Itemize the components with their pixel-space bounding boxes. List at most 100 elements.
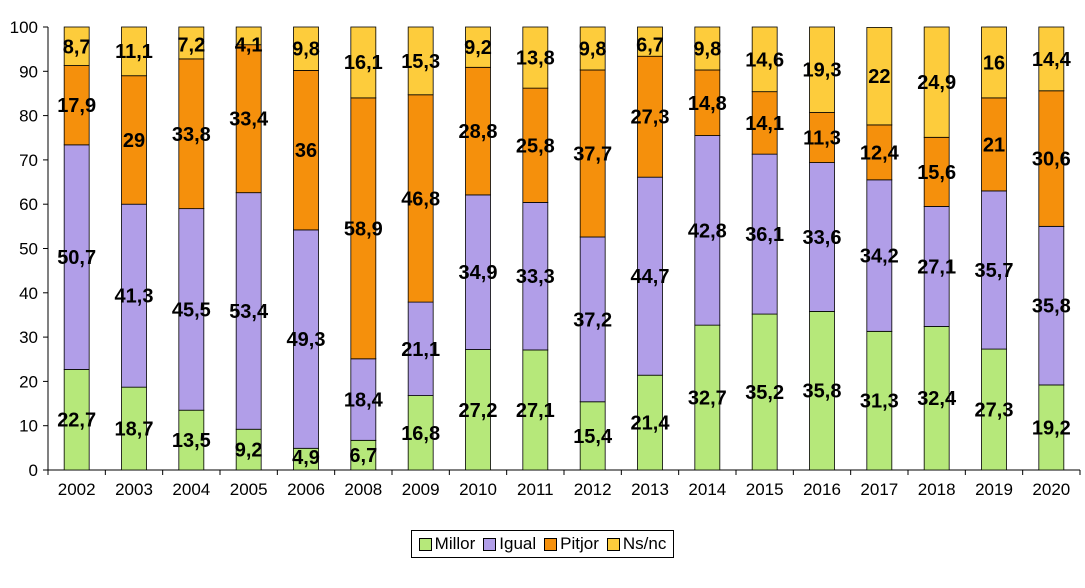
x-tick-label: 2014 (688, 480, 726, 499)
bar-segment-igual (981, 190, 1007, 350)
y-tick-label: 80 (19, 107, 38, 126)
bar-segment-nsnc (981, 26, 1007, 99)
data-label: 18,7 (115, 419, 154, 441)
data-label: 18,4 (344, 390, 384, 412)
bar-segment-nsnc (407, 26, 434, 96)
bar-segment-nsnc (465, 26, 491, 68)
data-label: 25,8 (516, 135, 555, 157)
legend-label: Pitjor (560, 534, 599, 553)
x-tick-label: 2010 (459, 480, 497, 499)
stacked-bar-chart: 0 10 20 30 40 50 60 70 80 90 100 2002 2003 2004 2005 20… (10, 18, 1081, 499)
data-label: 27,3 (631, 107, 670, 129)
legend-swatch (606, 537, 620, 551)
legend-swatch (418, 537, 432, 551)
data-label: 32,4 (917, 388, 957, 410)
data-label: 4,9 (292, 447, 320, 469)
data-label: 37,2 (573, 309, 612, 331)
x-tick-label: 2004 (172, 480, 210, 499)
data-label: 22,7 (57, 410, 96, 432)
legend-label: Ns/nc (622, 534, 667, 553)
x-tick-label: 2008 (344, 480, 382, 499)
data-label: 46,8 (401, 188, 440, 210)
data-label: 16 (983, 52, 1005, 74)
data-label: 58,9 (344, 218, 383, 240)
bar-segment-igual (751, 153, 778, 315)
data-label: 35,8 (1032, 296, 1071, 318)
legend-swatch (544, 537, 558, 551)
data-label: 22 (868, 66, 890, 88)
bar-segment-igual (809, 162, 835, 312)
y-tick-label: 50 (19, 240, 38, 259)
legend-label: Millor (434, 534, 476, 553)
data-label: 19,2 (1032, 417, 1071, 439)
data-label: 11,3 (803, 128, 841, 150)
x-tick-label: 2002 (58, 480, 96, 499)
bar-segment-nsnc (235, 26, 262, 46)
legend-box: Millor Igual Pitjor Ns/nc (410, 530, 675, 558)
bar-segment-nsnc (694, 26, 721, 71)
bar-segment-nsnc (293, 26, 319, 71)
data-label: 27,2 (459, 400, 498, 422)
y-tick-label: 0 (29, 461, 38, 480)
bar-segment-millor (1038, 384, 1065, 471)
bar-segment-pitjor (981, 97, 1007, 192)
y-tick-label: 90 (19, 62, 38, 81)
data-label: 35,7 (975, 260, 1014, 282)
bar-segment-millor (637, 374, 663, 471)
data-label: 41,3 (115, 286, 154, 308)
legend-swatch (483, 537, 497, 551)
bar-segment-millor (522, 349, 549, 471)
bar-segment-igual (407, 301, 434, 396)
legend: Millor Igual Pitjor Ns/nc (0, 530, 1085, 558)
y-tick-label: 40 (19, 284, 38, 303)
x-tick-label: 2011 (517, 480, 554, 499)
data-label: 27,3 (975, 400, 1014, 422)
y-tick-label: 30 (19, 328, 38, 347)
x-tick-label: 2005 (230, 480, 268, 499)
data-label: 44,7 (631, 266, 670, 288)
bar-segment-pitjor (866, 124, 893, 181)
bar-segment-millor (579, 401, 606, 471)
bar-segment-igual (293, 229, 319, 449)
data-label: 27,1 (917, 256, 956, 278)
bar-segment-millor (809, 311, 835, 471)
legend-item-nsnc: Ns/nc (606, 534, 667, 554)
x-tick-label: 2020 (1032, 480, 1070, 499)
bar-segment-millor (235, 428, 262, 471)
x-tick-label: 2009 (402, 480, 440, 499)
data-label: 34,9 (459, 262, 498, 284)
data-label: 15,3 (401, 51, 440, 73)
x-tick-label: 2006 (287, 480, 325, 499)
data-label: 9,2 (235, 440, 263, 462)
x-tick-label: 2012 (574, 480, 612, 499)
bar-segment-millor (63, 369, 90, 471)
data-label: 32,7 (688, 388, 727, 410)
data-label: 8,7 (63, 36, 91, 58)
data-label: 35,8 (803, 381, 842, 403)
data-label: 9,8 (693, 38, 721, 60)
data-label: 30,6 (1032, 149, 1071, 171)
bar-segment-pitjor (407, 94, 434, 303)
bar-segment-millor (121, 386, 147, 471)
bar-segment-nsnc (178, 26, 205, 60)
bar-segment-igual (522, 202, 549, 351)
data-label: 9,8 (579, 38, 607, 60)
bar-segment-pitjor (293, 70, 319, 231)
bar-segment-nsnc (751, 26, 778, 93)
data-label: 37,7 (573, 143, 612, 165)
data-label: 21,1 (401, 339, 440, 361)
data-label: 28,8 (459, 121, 498, 143)
data-label: 19,3 (803, 60, 842, 82)
bar-segment-nsnc (522, 26, 549, 89)
data-label: 50,7 (57, 247, 96, 269)
bar-segment-igual (637, 176, 663, 376)
x-tick-label: 2016 (803, 480, 841, 499)
data-label: 6,7 (349, 445, 377, 467)
bar-segment-igual (579, 236, 606, 403)
data-label: 36 (295, 140, 317, 162)
data-label: 15,4 (573, 426, 613, 448)
bar-segment-millor (350, 439, 377, 471)
legend-label: Igual (499, 534, 537, 553)
data-label: 34,2 (860, 246, 899, 268)
data-label: 4,1 (235, 35, 263, 57)
